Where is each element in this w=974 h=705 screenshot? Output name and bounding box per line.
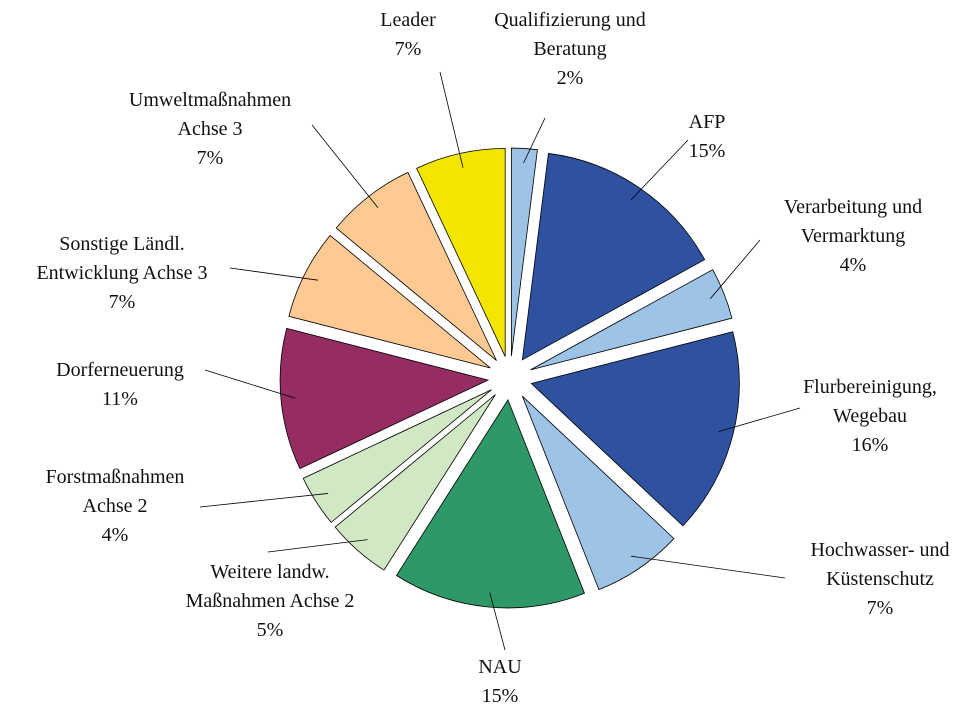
pie-slice [530, 269, 733, 371]
slice-label: Umweltmaßnahmen Achse 3 7% [129, 86, 291, 173]
pie-slice [279, 327, 490, 470]
value-label: 4% [101, 524, 129, 546]
leader-line [204, 369, 296, 399]
leader-line [631, 555, 786, 579]
value-label: 16% [851, 434, 889, 456]
pie-slice [521, 152, 706, 361]
category-label: Verarbeitung und Vermarktung [783, 196, 923, 247]
category-label: AFP [688, 111, 726, 133]
value-label: 15% [688, 140, 726, 162]
slice-label: Leader 7% [380, 6, 436, 64]
pie-slice [530, 331, 740, 527]
value-label: 2% [556, 67, 584, 89]
value-label: 11% [102, 388, 138, 410]
value-label: 7% [866, 597, 894, 619]
category-label: Hochwasser- und Küstenschutz [810, 539, 950, 590]
slice-label: Forstmaßnahmen Achse 2 4% [46, 463, 185, 550]
category-label: Dorferneuerung [56, 359, 184, 381]
category-label: Weitere landw. Maßnahmen Achse 2 [185, 561, 355, 612]
slice-label: Verarbeitung und Vermarktung 4% [784, 193, 922, 280]
value-label: 7% [108, 291, 136, 313]
category-label: NAU [478, 656, 522, 678]
slice-label: NAU 15% [478, 653, 521, 705]
slice-label: AFP 15% [689, 108, 726, 166]
leader-line [311, 124, 379, 209]
slice-label: Weitere landw. Maßnahmen Achse 2 5% [186, 558, 355, 645]
pie-slice [395, 399, 586, 609]
slice-label: Hochwasser- und Küstenschutz 7% [810, 536, 949, 623]
leader-line [439, 71, 464, 168]
value-label: 15% [481, 685, 519, 705]
leader-line [267, 539, 368, 553]
leader-line [229, 267, 319, 281]
category-label: Qualifizierung und Beratung [494, 9, 646, 60]
slice-label: Qualifizierung und Beratung 2% [494, 6, 646, 93]
slice-label: Flurbereinigung, Wegebau 16% [803, 373, 937, 460]
leader-line [718, 407, 801, 432]
value-label: 5% [256, 619, 284, 641]
leader-line [199, 493, 329, 508]
slice-label: Dorferneuerung 11% [56, 356, 184, 414]
category-label: Sonstige Ländl. Entwicklung Achse 3 [36, 233, 208, 284]
pie-slice [334, 394, 496, 571]
leader-line [489, 592, 506, 651]
value-label: 7% [196, 147, 224, 169]
pie-slice [288, 234, 491, 369]
value-label: 7% [394, 38, 422, 60]
category-label: Flurbereinigung, Wegebau [803, 376, 937, 427]
leader-line [710, 239, 761, 299]
pie-slice [302, 389, 492, 523]
pie-slice [521, 395, 675, 591]
leader-line [523, 117, 546, 164]
category-label: Umweltmaßnahmen Achse 3 [128, 89, 292, 140]
slice-label: Sonstige Ländl. Entwicklung Achse 3 7% [36, 230, 207, 317]
category-label: Forstmaßnahmen Achse 2 [45, 466, 185, 517]
value-label: 4% [839, 254, 867, 276]
category-label: Leader [380, 9, 436, 31]
leader-line [630, 139, 689, 201]
pie-slice [510, 147, 538, 357]
